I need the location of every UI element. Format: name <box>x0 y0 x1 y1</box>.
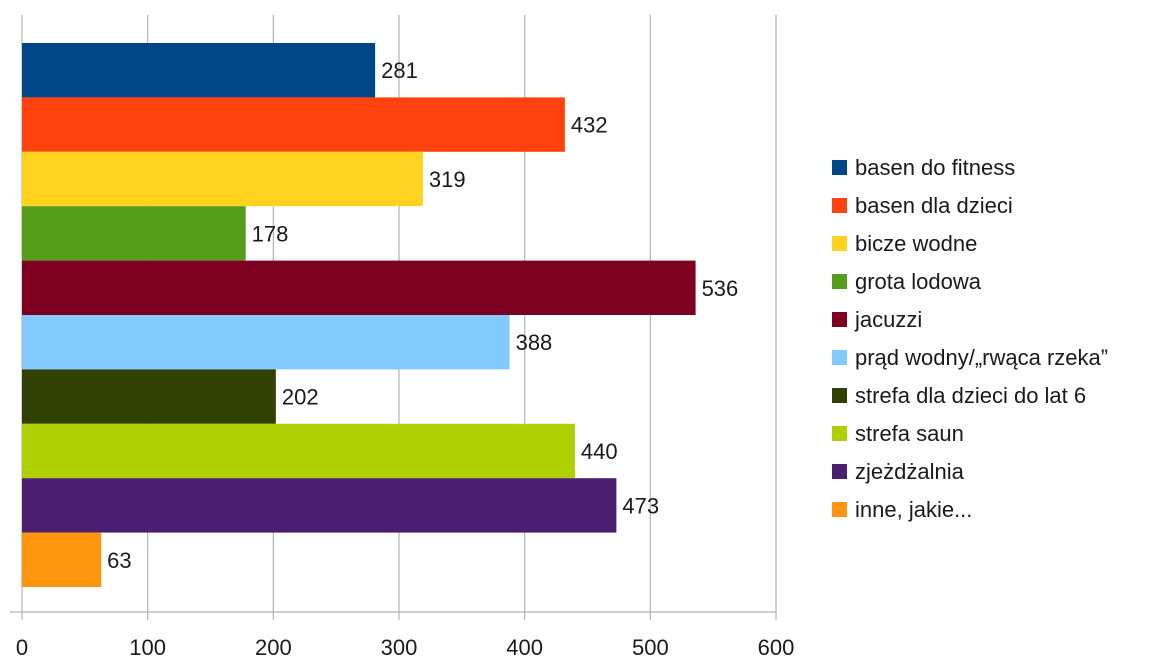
data-label: 473 <box>622 493 659 518</box>
x-tick-label: 100 <box>129 635 166 657</box>
data-label: 202 <box>282 385 319 410</box>
legend-swatch <box>832 312 847 327</box>
legend-swatch <box>832 350 847 365</box>
bar <box>22 43 376 98</box>
legend-swatch <box>832 426 847 441</box>
bar <box>22 315 510 370</box>
legend-swatch <box>832 198 847 213</box>
bar <box>22 260 696 315</box>
legend-swatch <box>832 236 847 251</box>
bar <box>22 151 423 207</box>
x-tick-label: 0 <box>16 635 28 657</box>
data-label: 536 <box>702 276 739 301</box>
bar <box>22 206 246 261</box>
data-label: 178 <box>252 221 289 246</box>
bar <box>22 369 276 424</box>
legend-label: strefa saun <box>855 421 964 446</box>
x-tick-label: 400 <box>506 635 543 657</box>
data-label: 319 <box>429 167 466 192</box>
bar <box>22 532 102 587</box>
legend-swatch <box>832 502 847 517</box>
legend-swatch <box>832 464 847 479</box>
legend-label: inne, jakie... <box>855 497 972 522</box>
data-label: 281 <box>381 58 418 83</box>
legend-label: basen do fitness <box>855 155 1015 180</box>
data-label: 63 <box>107 548 131 573</box>
bars-group: 281 432 319 178 536 388 202 440 473 63 <box>22 43 738 587</box>
bar <box>22 478 617 533</box>
legend-label: strefa dla dzieci do lat 6 <box>855 383 1086 408</box>
legend-swatch <box>832 274 847 289</box>
bar <box>22 97 565 152</box>
legend-label: jacuzzi <box>854 307 922 332</box>
data-label: 440 <box>581 439 618 464</box>
legend-label: prąd wodny/„rwąca rzeka” <box>855 345 1108 370</box>
x-axis: 0 100 200 300 400 500 600 <box>10 611 795 657</box>
bar <box>22 423 575 479</box>
legend-label: zjeżdżalnia <box>855 459 965 484</box>
legend-swatch <box>832 160 847 175</box>
x-tick-label: 500 <box>632 635 669 657</box>
x-tick-label: 600 <box>758 635 795 657</box>
x-tick-label: 300 <box>381 635 418 657</box>
data-label: 432 <box>571 113 608 138</box>
legend-label: basen dla dzieci <box>855 193 1013 218</box>
legend-label: grota lodowa <box>855 269 982 294</box>
legend-swatch <box>832 388 847 403</box>
x-tick-label: 200 <box>255 635 292 657</box>
legend: basen do fitness basen dla dzieci bicze wo… <box>832 155 1108 522</box>
data-label: 388 <box>516 330 553 355</box>
legend-label: bicze wodne <box>855 231 977 256</box>
